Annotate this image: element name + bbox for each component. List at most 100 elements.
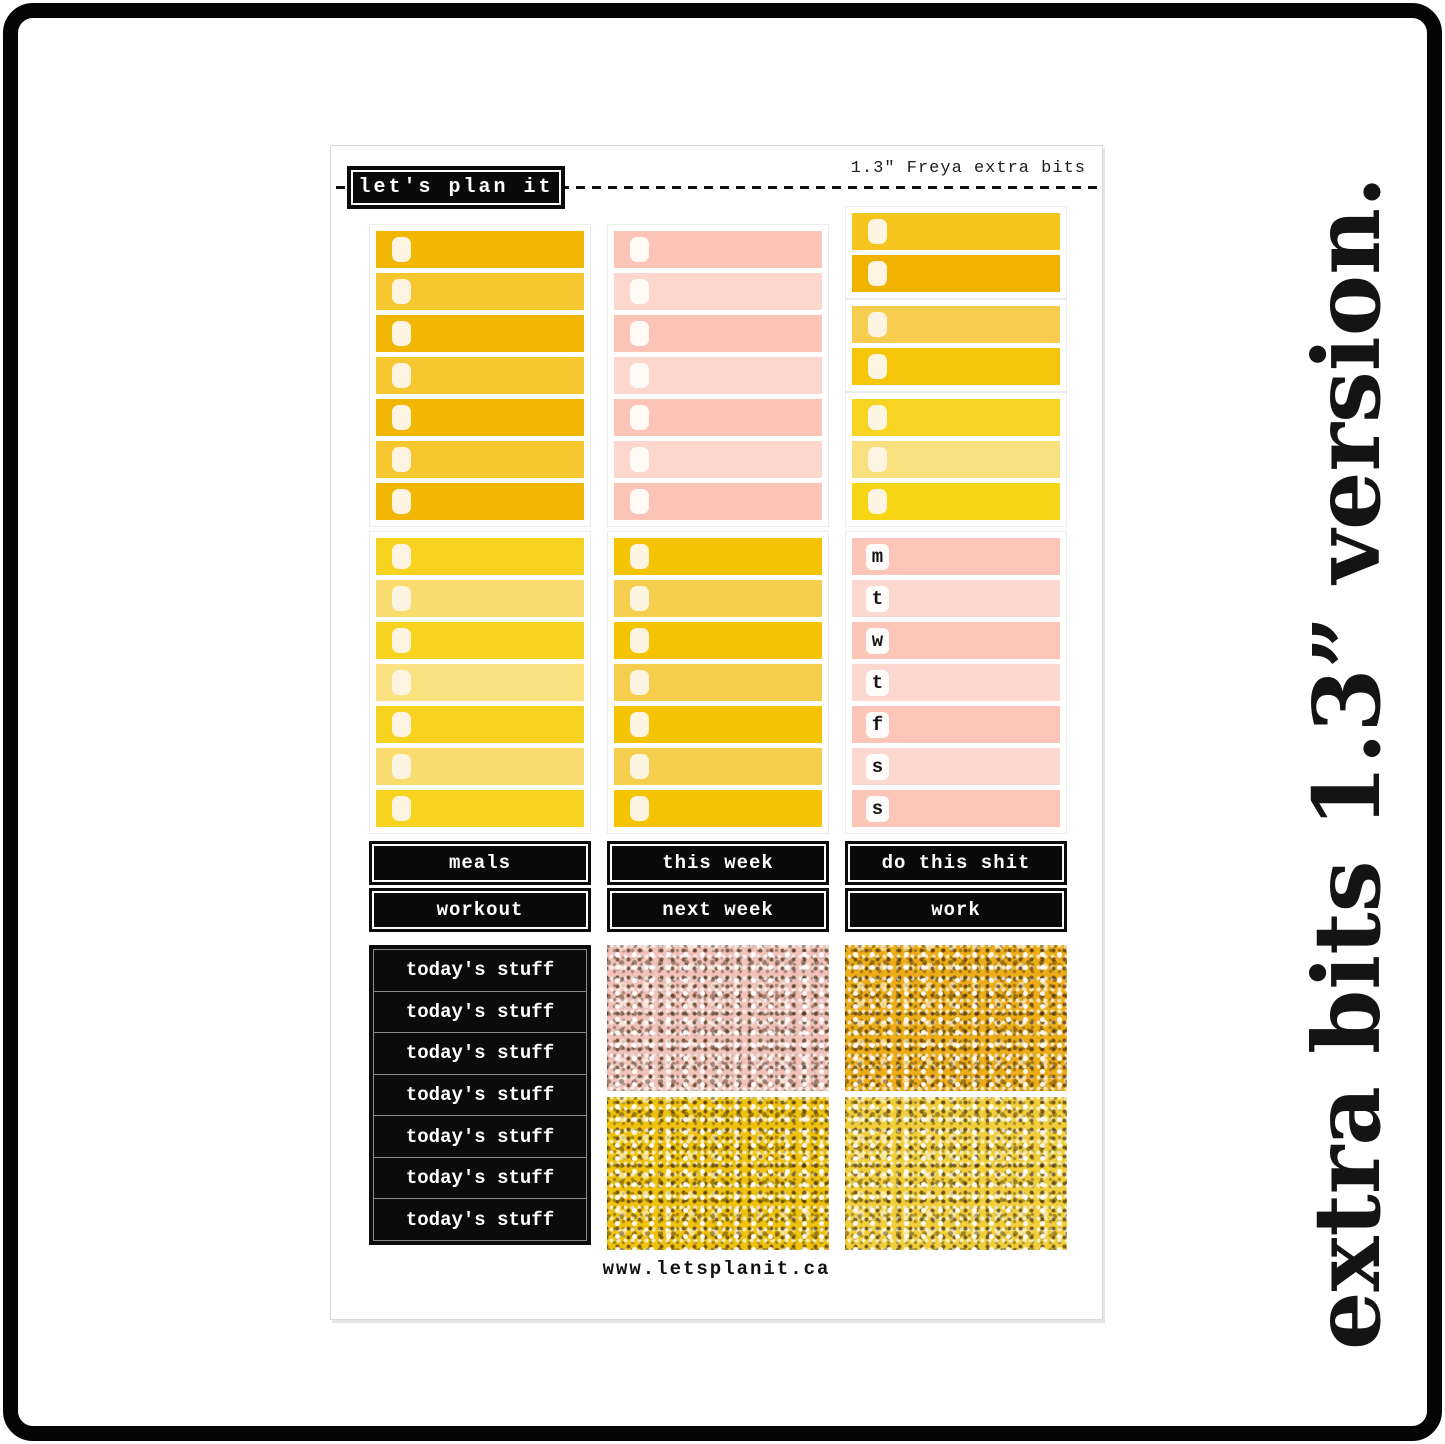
- checkbox-row: [614, 580, 822, 617]
- checkbox: [868, 312, 887, 337]
- checkbox-row: [614, 790, 822, 827]
- checkbox-row: [614, 399, 822, 436]
- todays-stuff-block: today's stuff today's stuff today's stuff t…: [369, 945, 591, 1245]
- checkbox: [630, 405, 649, 430]
- checkbox: [630, 670, 649, 695]
- weekday-row: s: [852, 748, 1060, 785]
- checkbox-row: [614, 748, 822, 785]
- weekday-row: t: [852, 664, 1060, 701]
- checkbox-row: [376, 706, 584, 743]
- checkbox: [630, 628, 649, 653]
- checkbox: [392, 628, 411, 653]
- checkbox-row: [376, 664, 584, 701]
- checkbox: [868, 405, 887, 430]
- checklist-group-deep-gold: [607, 531, 829, 834]
- todays-stuff-label: today's stuff: [374, 991, 586, 1033]
- checkbox-row: [376, 483, 584, 520]
- checkbox: [392, 405, 411, 430]
- checkbox: [392, 279, 411, 304]
- checkbox-row: [376, 790, 584, 827]
- glitter-swatch-yellow: [845, 1097, 1067, 1250]
- weekday-letter-chip: t: [866, 585, 889, 612]
- checkbox: [868, 354, 887, 379]
- checkbox-row: [376, 231, 584, 268]
- glitter-swatch-gold: [607, 1097, 829, 1250]
- weekday-letter-chip: w: [866, 627, 889, 654]
- checkbox-row: [852, 441, 1060, 478]
- checklist-group-yellow: [369, 531, 591, 834]
- checkbox-row: [852, 399, 1060, 436]
- weekday-letter-chip: s: [866, 753, 889, 780]
- checkbox: [630, 321, 649, 346]
- label-column-3: do this shit work: [845, 841, 1067, 932]
- weekday-row: f: [852, 706, 1060, 743]
- glitter-swatch-pink: [607, 945, 829, 1091]
- website-url: www.letsplanit.ca: [602, 1258, 831, 1280]
- checkbox: [392, 754, 411, 779]
- checkbox-row: [614, 273, 822, 310]
- checkbox-row: [614, 538, 822, 575]
- checkbox-row: [614, 441, 822, 478]
- checkbox: [630, 363, 649, 388]
- weekday-letter-chip: m: [866, 543, 889, 570]
- label-column-2: this week next week: [607, 841, 829, 932]
- checkbox-row: [614, 483, 822, 520]
- todays-stuff-label: today's stuff: [374, 1199, 586, 1240]
- checkbox: [630, 489, 649, 514]
- checkbox-row: [376, 441, 584, 478]
- brand-logo-label: let's plan it: [358, 176, 554, 199]
- todays-stuff-label: today's stuff: [374, 1033, 586, 1074]
- checkbox: [392, 447, 411, 472]
- checkbox: [630, 237, 649, 262]
- label-this-week: this week: [607, 841, 829, 885]
- label-column-1: meals workout: [369, 841, 591, 932]
- checkbox-row: [376, 580, 584, 617]
- checkbox-row: [376, 622, 584, 659]
- checkbox: [392, 363, 411, 388]
- checklist-group-gold: [369, 224, 591, 527]
- checkbox: [392, 489, 411, 514]
- checkbox: [630, 279, 649, 304]
- checkbox-row: [852, 306, 1060, 343]
- checkbox-row: [376, 538, 584, 575]
- checkbox: [630, 447, 649, 472]
- weekday-row: s: [852, 790, 1060, 827]
- weekday-row: t: [852, 580, 1060, 617]
- checkbox: [868, 489, 887, 514]
- checkbox-row: [376, 357, 584, 394]
- todays-stuff-label: today's stuff: [374, 1116, 586, 1157]
- todays-stuff-label: today's stuff: [374, 1074, 586, 1116]
- checkbox: [630, 712, 649, 737]
- checkbox: [630, 754, 649, 779]
- checkbox: [392, 796, 411, 821]
- weekday-row: m: [852, 538, 1060, 575]
- weekday-letter-chip: s: [866, 795, 889, 822]
- checkbox-row: [614, 315, 822, 352]
- weekday-letter-chip: t: [866, 669, 889, 696]
- checkbox-row: [614, 706, 822, 743]
- checklist-group-pink: [607, 224, 829, 527]
- checklist-group-gold-trio: [845, 392, 1067, 527]
- label-meals: meals: [369, 841, 591, 885]
- checkbox: [630, 796, 649, 821]
- glitter-swatch-amber: [845, 945, 1067, 1091]
- checkbox-row: [852, 348, 1060, 385]
- todays-stuff-label: today's stuff: [374, 950, 586, 991]
- todays-stuff-label: today's stuff: [374, 1157, 586, 1199]
- checkbox-row: [852, 255, 1060, 292]
- checkbox-row: [376, 399, 584, 436]
- checkbox-row: [376, 748, 584, 785]
- checkbox: [392, 586, 411, 611]
- checkbox: [630, 586, 649, 611]
- checkbox: [868, 261, 887, 286]
- weekday-letter-chip: f: [866, 711, 889, 738]
- checkbox-row: [614, 231, 822, 268]
- label-workout: workout: [369, 888, 591, 932]
- label-work: work: [845, 888, 1067, 932]
- checkbox: [868, 447, 887, 472]
- brand-logo: let's plan it: [347, 166, 565, 209]
- weekday-row: w: [852, 622, 1060, 659]
- checkbox: [392, 321, 411, 346]
